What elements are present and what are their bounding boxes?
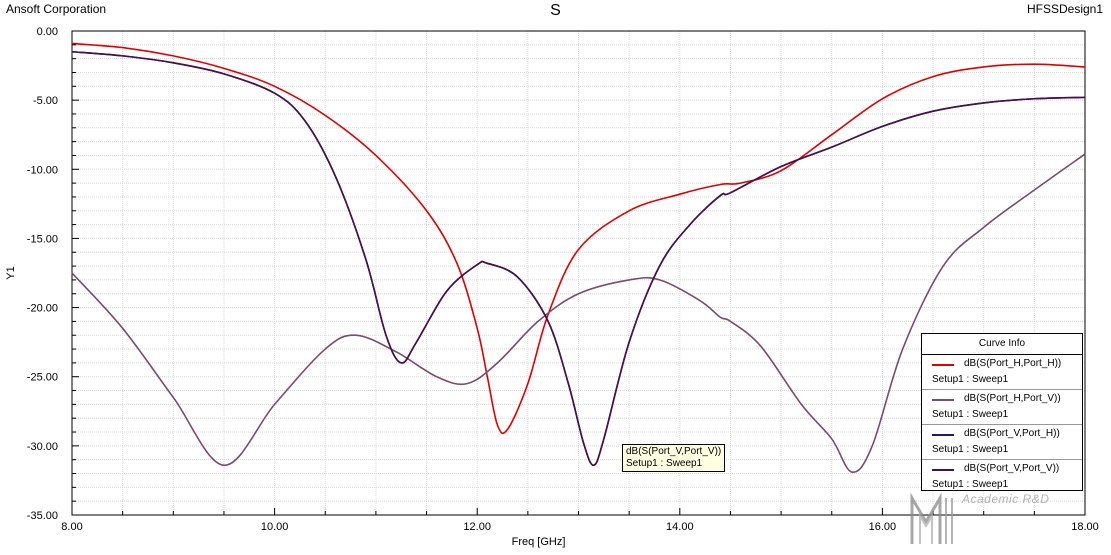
marker-tooltip: dB(S(Port_V,Port_V)) Setup1 : Sweep1 [622, 444, 726, 472]
legend-swatch [932, 364, 954, 366]
x-tick-label: 8.00 [61, 521, 82, 533]
tick-marks [72, 44, 1035, 515]
legend-series-setup: Setup1 : Sweep1 [932, 409, 1009, 420]
y-tick-label: -35.00 [27, 510, 58, 522]
legend-series-name: dB(S(Port_V,Port_H)) [964, 428, 1060, 439]
curve-info-legend[interactable]: Curve Info dB(S(Port_H,Port_H)) Setup1 :… [921, 333, 1083, 491]
x-tick-label: 10.00 [261, 521, 289, 533]
x-tick-label: 12.00 [463, 521, 491, 533]
y-tick-label: -20.00 [27, 303, 58, 315]
series-layer [71, 42, 1086, 473]
series-line-1[interactable] [71, 153, 1086, 473]
legend-swatch [932, 469, 954, 471]
tooltip-line-1: dB(S(Port_V,Port_V)) [626, 446, 722, 457]
legend-series-setup: Setup1 : Sweep1 [932, 479, 1009, 490]
legend-swatch [932, 399, 954, 401]
x-tick-label: 14.00 [666, 521, 694, 533]
y-tick-label: -25.00 [27, 372, 58, 384]
tooltip-line-2: Setup1 : Sweep1 [626, 458, 703, 469]
y-tick-label: -15.00 [27, 233, 58, 245]
x-tick-label: 18.00 [1071, 521, 1099, 533]
watermark: Academic R&D [908, 492, 1108, 552]
legend-title: Curve Info [922, 334, 1082, 355]
y-tick-label: -30.00 [27, 441, 58, 453]
legend-series-name: dB(S(Port_H,Port_V)) [964, 393, 1061, 404]
legend-series-name: dB(S(Port_H,Port_H)) [964, 358, 1062, 369]
legend-entry-s-vh[interactable]: dB(S(Port_V,Port_H)) Setup1 : Sweep1 [922, 425, 1082, 460]
y-tick-label: -10.00 [27, 164, 58, 176]
watermark-logo-icon [910, 492, 953, 544]
legend-series-name: dB(S(Port_V,Port_V)) [964, 463, 1060, 474]
legend-entry-s-hv[interactable]: dB(S(Port_H,Port_V)) Setup1 : Sweep1 [922, 390, 1082, 425]
project-label: HFSSDesign1 [1026, 2, 1103, 16]
y-axis-label: Y1 [5, 266, 17, 279]
series-line-3[interactable] [71, 50, 1086, 467]
chart-title: S [550, 2, 561, 19]
legend-series-setup: Setup1 : Sweep1 [932, 444, 1009, 455]
grid-lines [72, 31, 1085, 515]
legend-series-setup: Setup1 : Sweep1 [932, 374, 1009, 385]
legend-entry-s-hh[interactable]: dB(S(Port_H,Port_H)) Setup1 : Sweep1 [922, 355, 1082, 390]
x-axis-label: Freq [GHz] [512, 536, 566, 548]
y-tick-label: -5.00 [33, 95, 58, 107]
y-tick-label: 0.00 [37, 26, 58, 38]
watermark-text: Academic R&D [962, 492, 1050, 506]
series-line-0[interactable] [71, 42, 1086, 435]
legend-swatch [932, 434, 954, 436]
company-label: Ansoft Corporation [6, 2, 107, 16]
legend-entry-s-vv[interactable]: dB(S(Port_V,Port_V)) Setup1 : Sweep1 [922, 460, 1082, 494]
x-tick-label: 16.00 [869, 521, 897, 533]
